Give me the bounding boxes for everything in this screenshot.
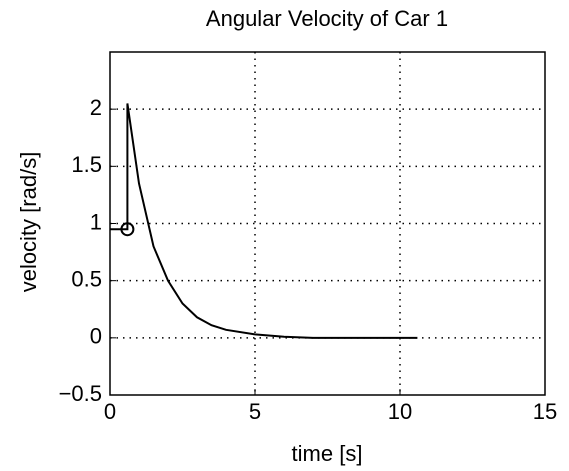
x-axis-label: time [s] [292,441,363,466]
y-tick-label: 2 [90,95,102,120]
line-series [110,103,418,339]
y-axis-label: velocity [rad/s] [16,152,41,293]
x-tick-label: 10 [388,399,412,424]
y-tick-label: 1 [90,209,102,234]
y-tick-label: −0.5 [59,381,102,406]
x-tick-label: 5 [249,399,261,424]
y-tick-label: 1.5 [71,152,102,177]
start-marker [120,222,135,237]
y-tick-label: 0 [90,324,102,349]
x-tick-label: 0 [104,399,116,424]
x-tick-label: 15 [533,399,557,424]
plot-frame [109,51,546,396]
chart-title: Angular Velocity of Car 1 [206,6,448,31]
y-tick-label: 0.5 [71,266,102,291]
